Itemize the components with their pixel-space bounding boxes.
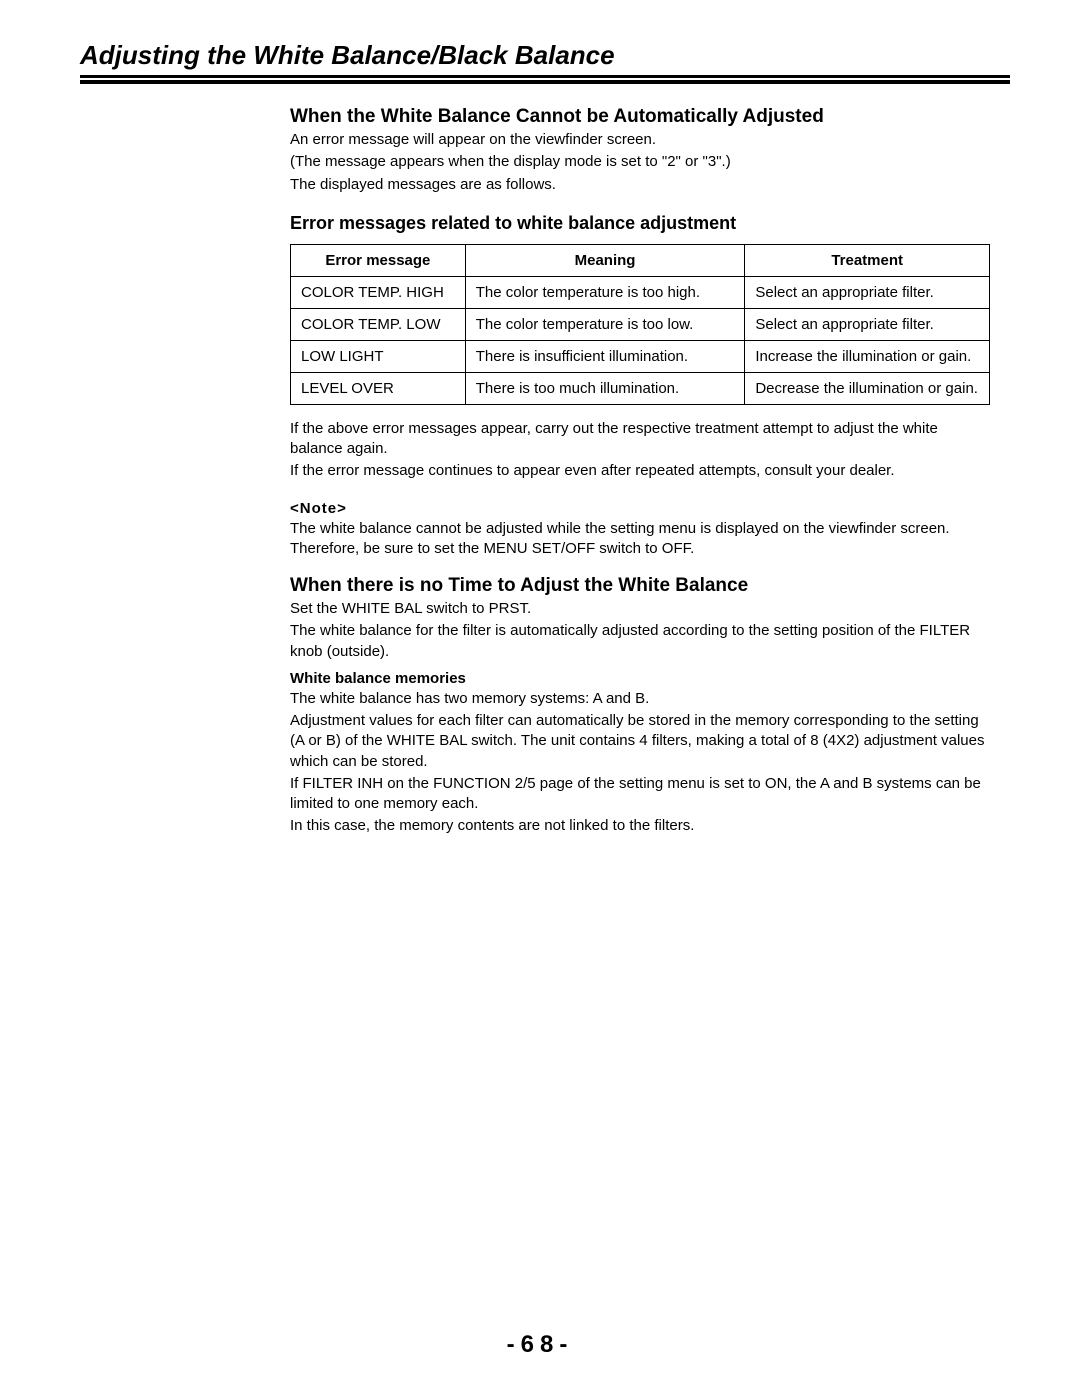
body-text: The white balance for the filter is auto… <box>290 621 990 662</box>
table-cell: LEVEL OVER <box>291 372 466 404</box>
table-cell: There is insufficient illumination. <box>465 340 745 372</box>
table-cell: COLOR TEMP. HIGH <box>291 276 466 308</box>
body-text: An error message will appear on the view… <box>290 130 990 150</box>
body-text: The white balance has two memory systems… <box>290 689 990 709</box>
table-row: LOW LIGHT There is insufficient illumina… <box>291 340 990 372</box>
table-cell: The color temperature is too high. <box>465 276 745 308</box>
table-cell: There is too much illumination. <box>465 372 745 404</box>
body-text: If the above error messages appear, carr… <box>290 419 990 460</box>
table-cell: COLOR TEMP. LOW <box>291 308 466 340</box>
body-text: The displayed messages are as follows. <box>290 175 990 195</box>
body-text: In this case, the memory contents are no… <box>290 816 990 836</box>
body-text: If FILTER INH on the FUNCTION 2/5 page o… <box>290 774 990 815</box>
table-cell: Decrease the illumination or gain. <box>745 372 990 404</box>
title-rule-thin <box>80 75 1010 78</box>
page-number: -68- <box>0 1331 1080 1359</box>
table-cell: The color temperature is too low. <box>465 308 745 340</box>
note-text: The white balance cannot be adjusted whi… <box>290 519 990 560</box>
section-heading-auto-adjust: When the White Balance Cannot be Automat… <box>290 106 990 128</box>
section-heading-no-time: When there is no Time to Adjust the Whit… <box>290 575 990 597</box>
page-title: Adjusting the White Balance/Black Balanc… <box>80 40 1010 71</box>
body-text: Adjustment values for each filter can au… <box>290 711 990 772</box>
error-messages-table: Error message Meaning Treatment COLOR TE… <box>290 244 990 405</box>
table-row: LEVEL OVER There is too much illuminatio… <box>291 372 990 404</box>
table-header-row: Error message Meaning Treatment <box>291 244 990 276</box>
table-header-error: Error message <box>291 244 466 276</box>
table-row: COLOR TEMP. HIGH The color temperature i… <box>291 276 990 308</box>
body-text: If the error message continues to appear… <box>290 461 990 481</box>
table-header-meaning: Meaning <box>465 244 745 276</box>
subsection-label-memories: White balance memories <box>290 670 990 687</box>
title-rule-thick <box>80 80 1010 84</box>
table-cell: Select an appropriate filter. <box>745 276 990 308</box>
table-row: COLOR TEMP. LOW The color temperature is… <box>291 308 990 340</box>
note-label: <Note> <box>290 500 990 517</box>
table-cell: LOW LIGHT <box>291 340 466 372</box>
table-header-treatment: Treatment <box>745 244 990 276</box>
content-area: When the White Balance Cannot be Automat… <box>80 106 1010 837</box>
table-cell: Select an appropriate filter. <box>745 308 990 340</box>
body-text: (The message appears when the display mo… <box>290 152 990 172</box>
table-cell: Increase the illumination or gain. <box>745 340 990 372</box>
body-text: Set the WHITE BAL switch to PRST. <box>290 599 990 619</box>
section-heading-error-messages: Error messages related to white balance … <box>290 213 990 234</box>
